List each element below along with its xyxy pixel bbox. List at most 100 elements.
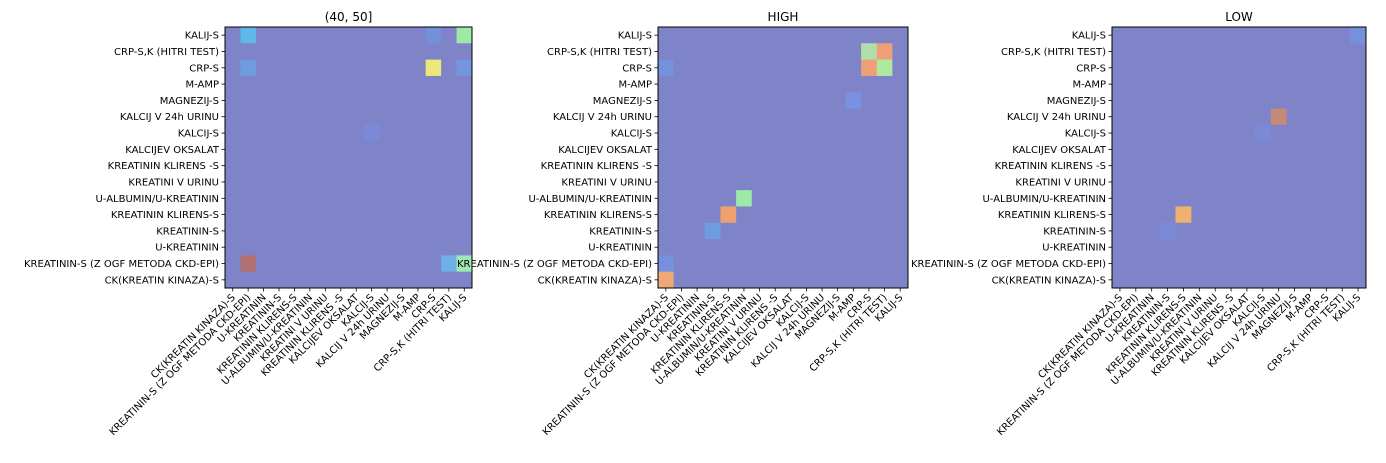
heatmap-cell: [861, 108, 878, 126]
heatmap-cell: [1223, 108, 1240, 126]
heatmap-cell: [673, 157, 690, 175]
y-tick-label: MAGNEZIJ-S: [160, 96, 219, 107]
heatmap-cell: [1223, 124, 1240, 142]
heatmap-cell: [845, 27, 862, 44]
heatmap-cell: [720, 255, 737, 273]
heatmap-cell: [225, 239, 241, 256]
heatmap-cell: [689, 222, 706, 240]
heatmap-cell: [1239, 157, 1256, 175]
heatmap-cell: [456, 173, 473, 191]
heatmap-cell: [379, 157, 396, 175]
heatmap-cell: [1191, 255, 1208, 273]
heatmap-cell: [363, 108, 380, 126]
heatmap-cell: [704, 157, 721, 175]
heatmap-cell: [302, 157, 319, 175]
heatmap-cell: [1175, 190, 1192, 207]
heatmap-cell: [829, 239, 846, 256]
heatmap-cell: [1350, 173, 1367, 191]
heatmap-cell: [814, 75, 831, 93]
heatmap-cell: [1112, 157, 1129, 175]
heatmap-cell: [348, 239, 365, 256]
heatmap-cell: [394, 108, 411, 126]
heatmap-cell: [425, 75, 442, 93]
heatmap-cell: [1302, 43, 1319, 61]
heatmap-cell: [658, 141, 675, 158]
heatmap-cell: [845, 141, 862, 158]
heatmap-cell: [286, 206, 303, 224]
heatmap-cell: [286, 157, 303, 175]
y-tick-label: M-AMP: [1072, 80, 1106, 91]
heatmap-cell: [783, 141, 800, 158]
y-tick-label: M-AMP: [618, 80, 652, 91]
heatmap-cell: [736, 271, 753, 289]
heatmap-cell: [704, 124, 721, 142]
heatmap-cell: [240, 157, 257, 175]
heatmap-cell: [363, 75, 380, 93]
heatmap-cell: [814, 190, 831, 207]
heatmap-cell: [333, 190, 349, 207]
heatmap-cell: [861, 27, 878, 44]
heatmap-cell: [1318, 157, 1335, 175]
heatmap-cell: [1223, 173, 1240, 191]
heatmap-cell: [1254, 157, 1272, 175]
heatmap-cell: [410, 43, 427, 61]
y-tick-label: KALIJ-S: [1072, 31, 1106, 42]
heatmap-cell: [394, 141, 411, 158]
heatmap-cell: [225, 141, 241, 158]
heatmap-cell: [425, 206, 442, 224]
heatmap-cell: [363, 27, 380, 44]
heatmap-cell: [302, 173, 319, 191]
heatmap-cell: [876, 271, 893, 289]
heatmap-cell: [767, 108, 784, 126]
heatmap-cell: [1175, 108, 1192, 126]
heatmap-cell: [456, 222, 473, 240]
heatmap-cell: [317, 75, 334, 93]
heatmap-cell: [1191, 173, 1208, 191]
heatmap-cell: [1191, 59, 1208, 77]
heatmap-cell: [1112, 141, 1129, 158]
heatmap-cell: [845, 43, 862, 61]
heatmap-cell: [410, 108, 427, 126]
heatmap-cell: [363, 190, 380, 207]
heatmap-cell: [317, 222, 334, 240]
y-tick-label: MAGNEZIJ-S: [593, 96, 652, 107]
heatmap-cell: [783, 27, 800, 44]
y-tick-label: KALCIJ-S: [611, 129, 652, 140]
heatmap-cell: [689, 43, 706, 61]
heatmap-cell: [673, 206, 690, 224]
heatmap-cell: [736, 43, 753, 61]
heatmap-cell: [348, 75, 365, 93]
heatmap-cell: [425, 173, 442, 191]
heatmap-cell: [1239, 271, 1256, 289]
heatmap-cell: [704, 43, 721, 61]
heatmap-cell: [1159, 271, 1176, 289]
heatmap-cell: [1191, 222, 1208, 240]
heatmap-cell: [456, 43, 473, 61]
heatmap-cell: [876, 75, 893, 93]
heatmap-cell: [1286, 108, 1303, 126]
heatmap-cell: [240, 173, 257, 191]
heatmap-cell: [1286, 92, 1303, 109]
heatmap-cell: [394, 75, 411, 93]
heatmap-cell: [658, 27, 675, 44]
y-tick-label: U-KREATININ: [588, 243, 652, 254]
heatmap-cell: [1112, 239, 1129, 256]
y-tick-label: U-ALBUMIN/U-KREATININ: [95, 194, 219, 205]
heatmap-cell: [1318, 59, 1335, 77]
heatmap-cell: [704, 59, 721, 77]
y-tick-label: KALIJ-S: [618, 31, 652, 42]
heatmap-cell: [767, 222, 784, 240]
heatmap-cell: [441, 157, 457, 175]
heatmap-cell: [736, 108, 753, 126]
heatmap-cell: [1286, 75, 1303, 93]
heatmap-cell: [1302, 255, 1319, 273]
heatmap-cell: [240, 190, 257, 207]
heatmap-cell: [225, 43, 241, 61]
heatmap-cell: [1207, 239, 1224, 256]
heatmap-cell: [845, 271, 862, 289]
y-tick-label: KREATINI V URINU: [561, 177, 652, 188]
heatmap-cell: [892, 75, 909, 93]
heatmap-cell: [876, 43, 893, 61]
heatmap-cell: [1223, 222, 1240, 240]
heatmap-cell: [673, 43, 690, 61]
